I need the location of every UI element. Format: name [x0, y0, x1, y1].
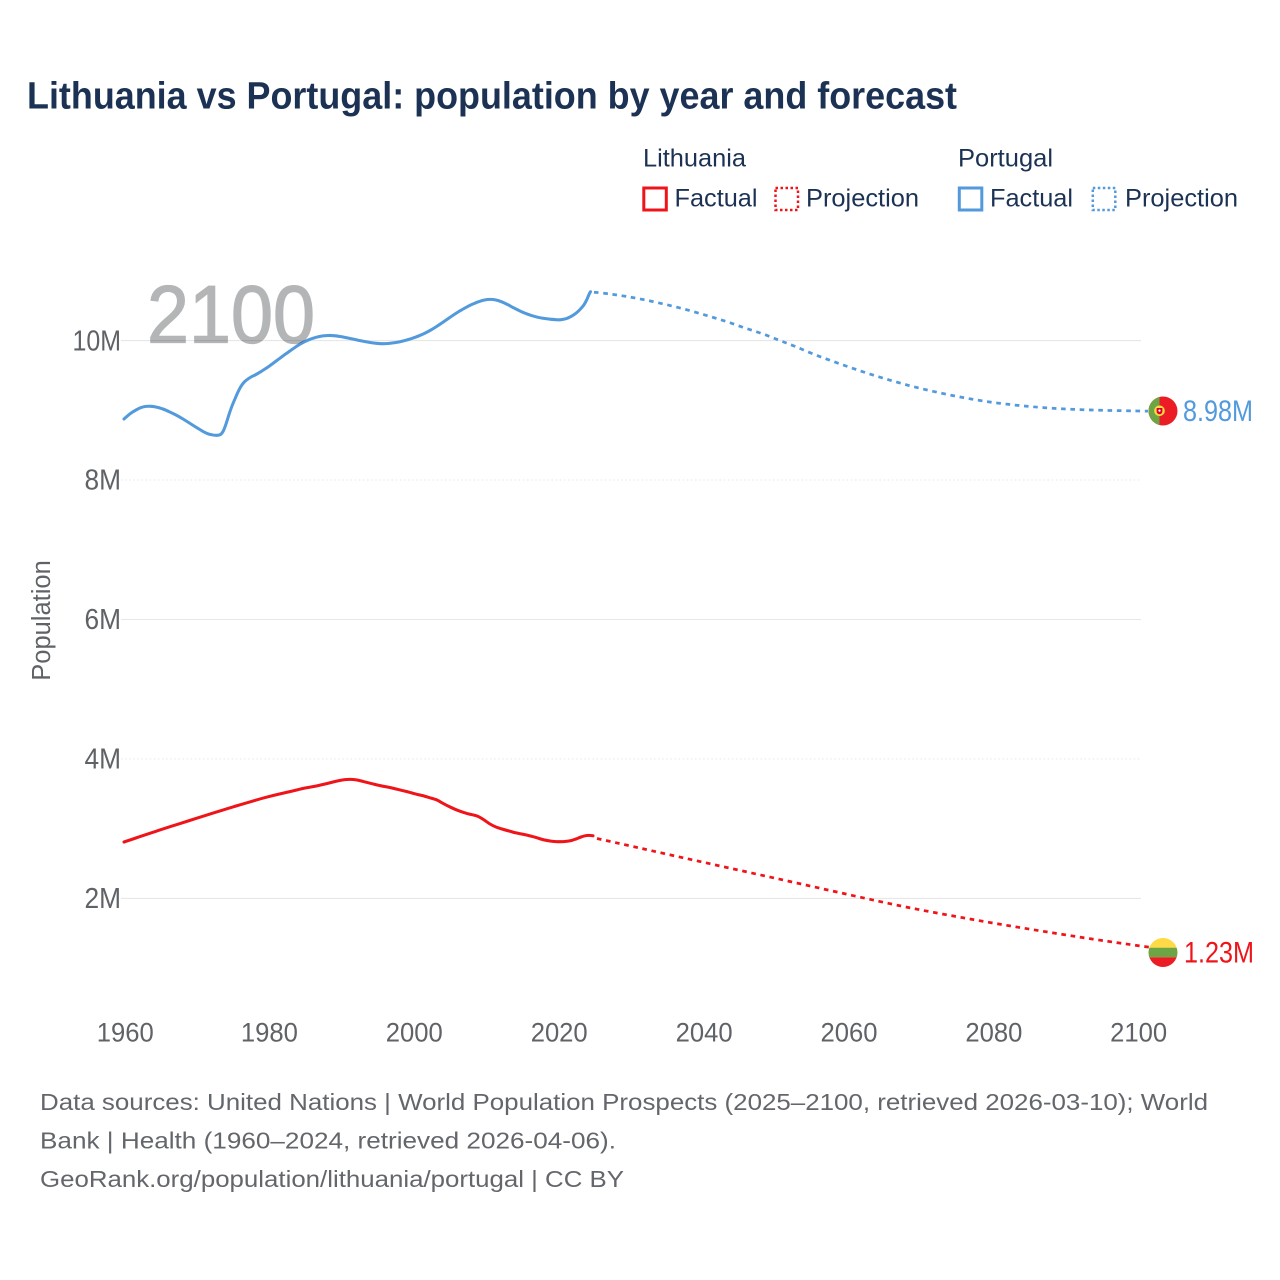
svg-text:Bank | Health (1960–2024, retr: Bank | Health (1960–2024, retrieved 2026…	[40, 1128, 616, 1154]
svg-text:8M: 8M	[85, 465, 122, 497]
svg-text:1980: 1980	[241, 1017, 298, 1047]
svg-text:1.23M: 1.23M	[1184, 936, 1254, 969]
svg-text:2080: 2080	[965, 1017, 1022, 1047]
svg-text:Projection: Projection	[1125, 185, 1238, 213]
svg-text:4M: 4M	[85, 744, 122, 776]
svg-text:Lithuania vs Portugal: populat: Lithuania vs Portugal: population by yea…	[27, 76, 957, 118]
svg-text:Population: Population	[28, 560, 56, 681]
svg-text:2100: 2100	[147, 270, 315, 361]
svg-text:Factual: Factual	[990, 185, 1073, 213]
svg-text:2000: 2000	[386, 1017, 443, 1047]
svg-text:2M: 2M	[85, 883, 122, 915]
svg-text:2060: 2060	[821, 1017, 878, 1047]
svg-text:8.98M: 8.98M	[1183, 395, 1253, 428]
svg-text:Projection: Projection	[806, 185, 919, 213]
svg-text:6M: 6M	[85, 604, 122, 636]
svg-text:Lithuania: Lithuania	[643, 145, 746, 173]
svg-text:10M: 10M	[73, 325, 122, 357]
svg-text:Portugal: Portugal	[958, 145, 1053, 173]
svg-text:1960: 1960	[97, 1017, 154, 1047]
svg-text:GeoRank.org/population/lithuan: GeoRank.org/population/lithuania/portuga…	[40, 1166, 625, 1192]
svg-text:2040: 2040	[676, 1017, 733, 1047]
svg-text:2100: 2100	[1110, 1017, 1167, 1047]
svg-text:Data sources: United Nations |: Data sources: United Nations | World Pop…	[40, 1089, 1208, 1115]
svg-text:Factual: Factual	[675, 185, 758, 213]
svg-text:2020: 2020	[531, 1017, 588, 1047]
